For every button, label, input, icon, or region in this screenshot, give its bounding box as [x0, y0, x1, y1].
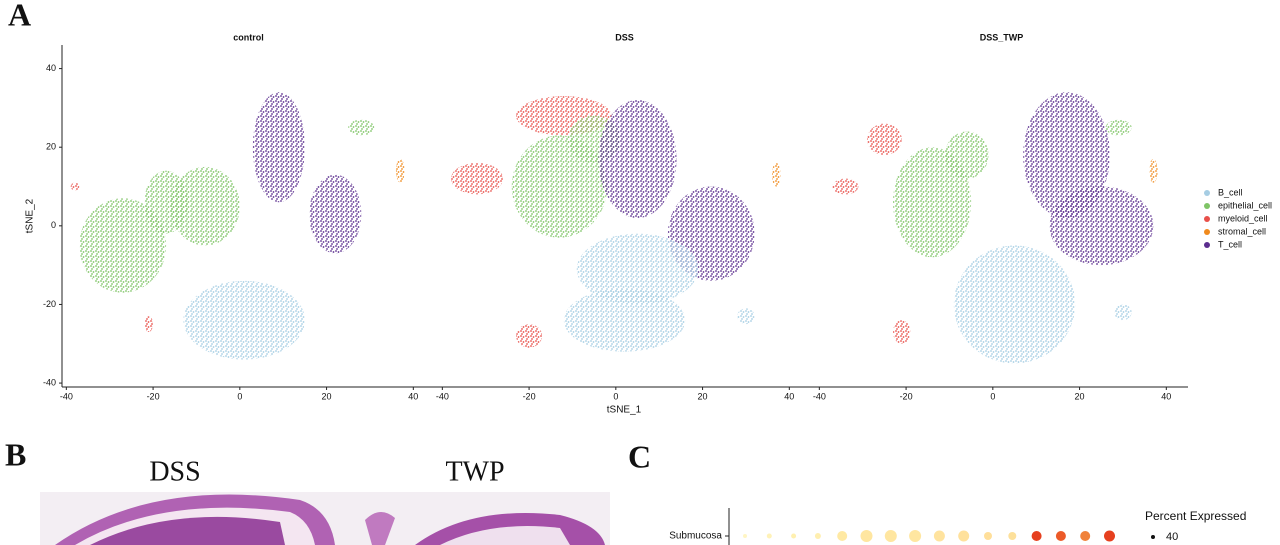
cluster — [511, 135, 608, 238]
legend-marker — [1204, 242, 1210, 248]
dot-row — [743, 530, 1115, 542]
panel-label: B — [5, 436, 26, 472]
x-tick-label: -40 — [60, 391, 73, 401]
y-tick-label: -40 — [43, 377, 56, 387]
y-tick-label: 20 — [46, 142, 56, 152]
cluster — [395, 159, 405, 183]
cluster — [183, 280, 305, 360]
legend-label: stromal_cell — [1218, 226, 1266, 236]
x-tick-label: 40 — [1161, 391, 1171, 401]
panel-title: control — [233, 32, 264, 42]
cluster — [737, 308, 755, 325]
cluster — [771, 162, 781, 187]
cluster — [867, 123, 902, 156]
cluster — [1049, 186, 1154, 266]
image-label: TWP — [445, 456, 504, 487]
cluster — [516, 324, 543, 348]
cluster — [1023, 92, 1110, 218]
cluster — [945, 131, 989, 179]
legend-title: Percent Expressed — [1145, 509, 1246, 523]
cluster — [451, 162, 504, 195]
x-tick-label: 0 — [613, 391, 618, 401]
cluster — [79, 198, 167, 293]
histology-image — [40, 492, 610, 545]
legend-label: epithelial_cell — [1218, 200, 1272, 210]
y-axis-label: tSNE_2 — [25, 198, 36, 233]
legend-label: myeloid_cell — [1218, 213, 1268, 223]
x-tick-label: 20 — [698, 391, 708, 401]
x-tick-label: 0 — [237, 391, 242, 401]
cluster — [953, 245, 1076, 364]
x-tick-label: -20 — [900, 391, 913, 401]
cluster — [348, 119, 375, 136]
panel-title: DSS_TWP — [980, 32, 1024, 42]
cluster — [70, 182, 80, 191]
cluster — [832, 178, 859, 195]
y-tick-label: 40 — [46, 63, 56, 73]
cluster — [563, 288, 686, 352]
legend-marker — [1204, 190, 1210, 196]
x-tick-label: 40 — [408, 391, 418, 401]
y-tick-label: 0 — [51, 220, 56, 230]
x-axis-label: tSNE_1 — [607, 405, 642, 416]
cluster — [1114, 304, 1132, 321]
cluster — [144, 316, 154, 332]
cluster — [144, 170, 188, 234]
x-tick-label: -40 — [813, 391, 826, 401]
cluster — [252, 92, 305, 203]
cluster — [1105, 119, 1132, 136]
cluster — [576, 233, 699, 305]
legend-label: B_cell — [1218, 187, 1243, 197]
panel-title: DSS — [615, 32, 634, 42]
cluster — [598, 100, 677, 218]
cluster — [170, 166, 240, 246]
x-tick-label: 40 — [784, 391, 794, 401]
panel-label: A — [8, 0, 31, 32]
panel-label: C — [628, 438, 651, 474]
image-label: DSS — [149, 456, 200, 487]
y-tick-label: -20 — [43, 299, 56, 309]
legend-label: T_cell — [1218, 239, 1242, 249]
cluster — [309, 174, 362, 254]
legend-marker — [1204, 203, 1210, 209]
x-tick-label: -20 — [523, 391, 536, 401]
legend-marker — [1204, 229, 1210, 235]
row-label: Submucosa — [669, 531, 722, 542]
x-tick-label: 20 — [322, 391, 332, 401]
cluster — [893, 320, 911, 344]
legend-dot — [1151, 535, 1155, 539]
cluster — [893, 147, 972, 258]
x-tick-label: 0 — [990, 391, 995, 401]
x-tick-label: -40 — [436, 391, 449, 401]
legend-label: 40 — [1166, 531, 1178, 543]
x-tick-label: 20 — [1075, 391, 1085, 401]
x-tick-label: -20 — [147, 391, 160, 401]
legend-marker — [1204, 216, 1210, 222]
cluster — [1148, 159, 1158, 183]
